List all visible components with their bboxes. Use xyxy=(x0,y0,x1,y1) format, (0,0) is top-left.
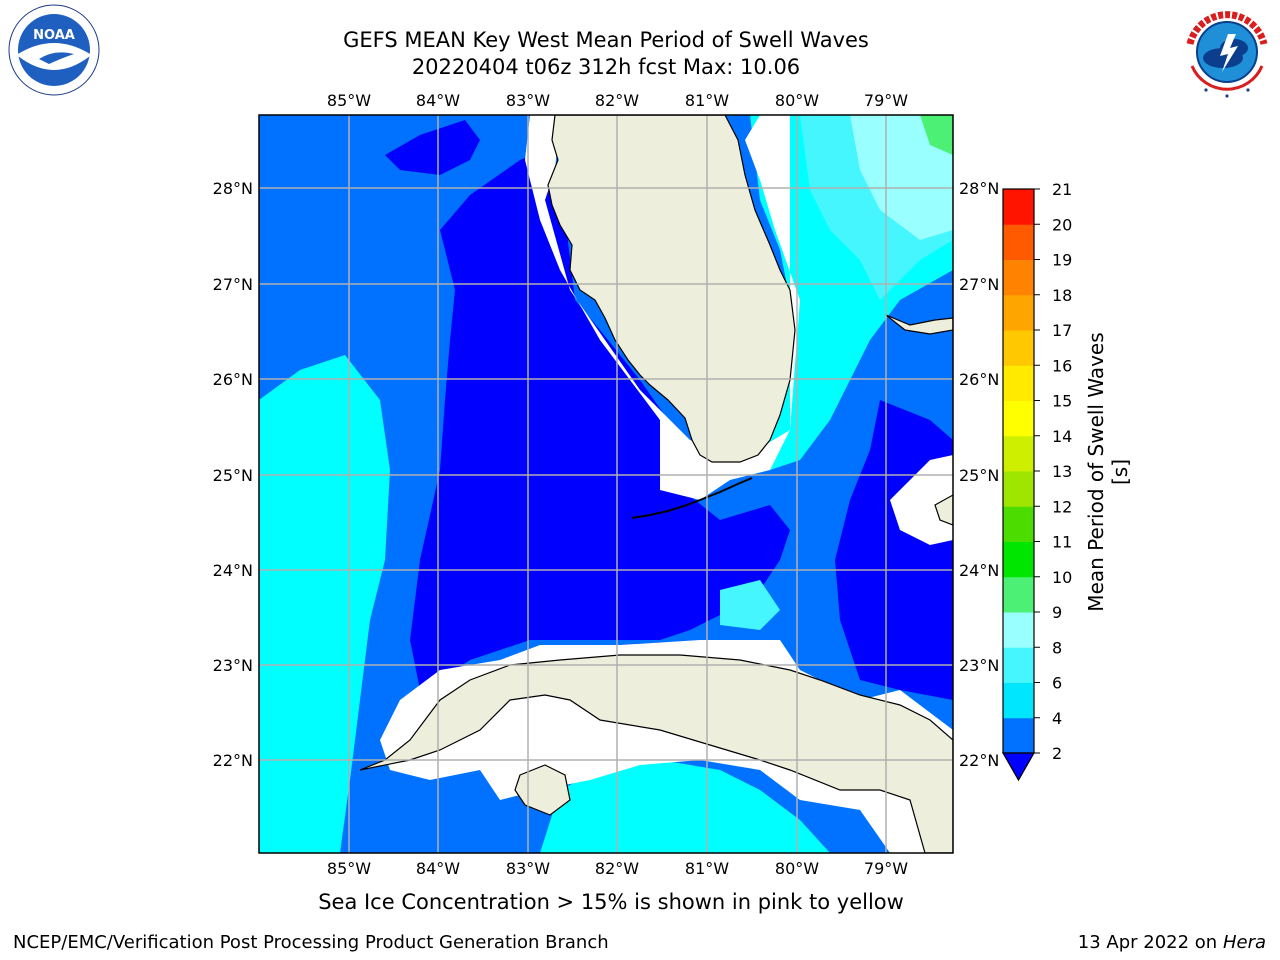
lon-label-bottom: 79°W xyxy=(864,859,908,878)
colorbar-segment xyxy=(1003,294,1034,331)
colorbar-segment xyxy=(1003,682,1034,719)
colorbar-segment xyxy=(1003,612,1034,648)
colorbar-tick-label: 18 xyxy=(1052,286,1072,305)
colorbar-segment xyxy=(1003,224,1034,260)
lon-label-top: 85°W xyxy=(327,91,371,110)
svg-text:NOAA: NOAA xyxy=(33,28,75,43)
colorbar-segment xyxy=(1003,330,1034,366)
lon-label-bottom: 80°W xyxy=(775,859,819,878)
colorbar-tick-label: 14 xyxy=(1052,427,1072,446)
colorbar-segment xyxy=(1003,506,1034,542)
cuba-land xyxy=(359,654,953,853)
period-band-4-6-mid xyxy=(720,580,780,630)
colorbar-tick-label: 17 xyxy=(1052,321,1072,340)
lat-labels-left: 28°N 27°N 26°N 25°N 24°N 23°N 22°N xyxy=(213,179,253,770)
period-below-2-north xyxy=(385,120,480,175)
lat-label-right: 25°N xyxy=(959,466,999,485)
lat-label-right: 28°N xyxy=(959,179,999,198)
swell-period-field xyxy=(259,115,953,853)
colorbar-tick-label: 8 xyxy=(1052,638,1062,657)
lat-label-right: 27°N xyxy=(959,275,999,294)
lat-label-right: 23°N xyxy=(959,656,999,675)
production-host: Hera xyxy=(1222,932,1266,953)
map-frame xyxy=(258,114,954,854)
national-weather-service-logo xyxy=(1181,6,1273,98)
colorbar-segment xyxy=(1003,717,1034,754)
colorbar-segment xyxy=(1003,471,1034,507)
florida-keys xyxy=(631,477,753,519)
no-data-florida xyxy=(525,115,800,500)
lon-label-top: 80°W xyxy=(775,91,819,110)
lat-label-left: 23°N xyxy=(213,656,253,675)
period-below-2 xyxy=(410,150,790,690)
andros-land xyxy=(934,494,953,526)
lat-label-right: 22°N xyxy=(959,751,999,770)
lat-label-left: 25°N xyxy=(213,466,253,485)
lon-label-bottom: 81°W xyxy=(685,859,729,878)
colorbar-tick-label: 2 xyxy=(1052,744,1062,763)
lat-label-left: 22°N xyxy=(213,751,253,770)
sea-ice-note: Sea Ice Concentration > 15% is shown in … xyxy=(318,890,904,914)
map-gridlines xyxy=(259,115,953,853)
lon-label-top: 83°W xyxy=(506,91,550,110)
period-band-8-9 xyxy=(850,115,953,240)
colorbar-tick-label: 9 xyxy=(1052,603,1062,622)
lat-labels-right: 28°N 27°N 26°N 25°N 24°N 23°N 22°N xyxy=(959,179,999,770)
lon-label-top: 79°W xyxy=(864,91,908,110)
colorbar-segment xyxy=(1003,365,1034,401)
colorbar-segment xyxy=(1003,541,1034,578)
lat-label-right: 26°N xyxy=(959,370,999,389)
colorbar-segment xyxy=(1003,400,1034,437)
colorbar-tick-label: 13 xyxy=(1052,462,1072,481)
lat-label-left: 28°N xyxy=(213,179,253,198)
colorbar-label: Mean Period of Swell Waves [s] xyxy=(1084,332,1132,612)
colorbar-segment xyxy=(1003,189,1034,225)
lat-label-left: 26°N xyxy=(213,370,253,389)
noaa-logo: NOAA xyxy=(8,4,100,96)
lon-label-bottom: 84°W xyxy=(416,859,460,878)
colorbar-under-arrow xyxy=(1001,752,1036,782)
period-band-4-6-south xyxy=(540,760,830,853)
colorbar-tick-label: 21 xyxy=(1052,180,1072,199)
colorbar-tick-label: 12 xyxy=(1052,497,1072,516)
colorbar-tick-label: 19 xyxy=(1052,251,1072,270)
lat-label-right: 24°N xyxy=(959,561,999,580)
colorbar-tick-label: 10 xyxy=(1052,568,1072,587)
lon-label-top: 81°W xyxy=(685,91,729,110)
lon-label-bottom: 83°W xyxy=(506,859,550,878)
colorbar-tick-label: 6 xyxy=(1052,674,1062,693)
lat-label-left: 24°N xyxy=(213,561,253,580)
florida-land xyxy=(547,115,796,463)
lat-label-left: 27°N xyxy=(213,275,253,294)
lon-labels-top: 85°W 84°W 83°W 82°W 81°W 80°W 79°W xyxy=(327,91,908,110)
chart-subtitle: 20220404 t06z 312h fcst Max: 10.06 xyxy=(411,55,801,79)
production-date-text: 13 Apr 2022 on xyxy=(1077,932,1223,953)
colorbar-segment xyxy=(1003,259,1034,296)
colorbar-tick-label: 16 xyxy=(1052,356,1072,375)
colorbar-tick-label: 4 xyxy=(1052,709,1062,728)
production-date: 13 Apr 2022 on Hera xyxy=(1078,932,1266,953)
period-band-9-10 xyxy=(920,115,953,155)
chart-title: GEFS MEAN Key West Mean Period of Swell … xyxy=(343,28,869,52)
lon-label-top: 82°W xyxy=(595,91,639,110)
lon-labels-bottom: 85°W 84°W 83°W 82°W 81°W 80°W 79°W xyxy=(327,859,908,878)
colorbar-tick-label: 20 xyxy=(1052,215,1072,234)
no-data-bahamas xyxy=(890,455,953,545)
colorbar-segment xyxy=(1003,435,1034,472)
grand-bahama-land xyxy=(885,314,953,335)
producer-credit: NCEP/EMC/Verification Post Processing Pr… xyxy=(13,932,609,953)
colorbar-tick-label: 15 xyxy=(1052,392,1072,411)
colorbar-segment xyxy=(1003,576,1034,613)
period-band-4-6-west xyxy=(259,355,390,853)
lon-label-bottom: 85°W xyxy=(327,859,371,878)
lon-label-top: 84°W xyxy=(416,91,460,110)
colorbar-tick-label: 11 xyxy=(1052,533,1072,552)
lon-label-bottom: 82°W xyxy=(595,859,639,878)
colorbar: 2 4 6 8 9 10 11 12 13 14 15 16 17 18 19 20 21 xyxy=(1001,180,1072,782)
colorbar-segment xyxy=(1003,647,1034,683)
